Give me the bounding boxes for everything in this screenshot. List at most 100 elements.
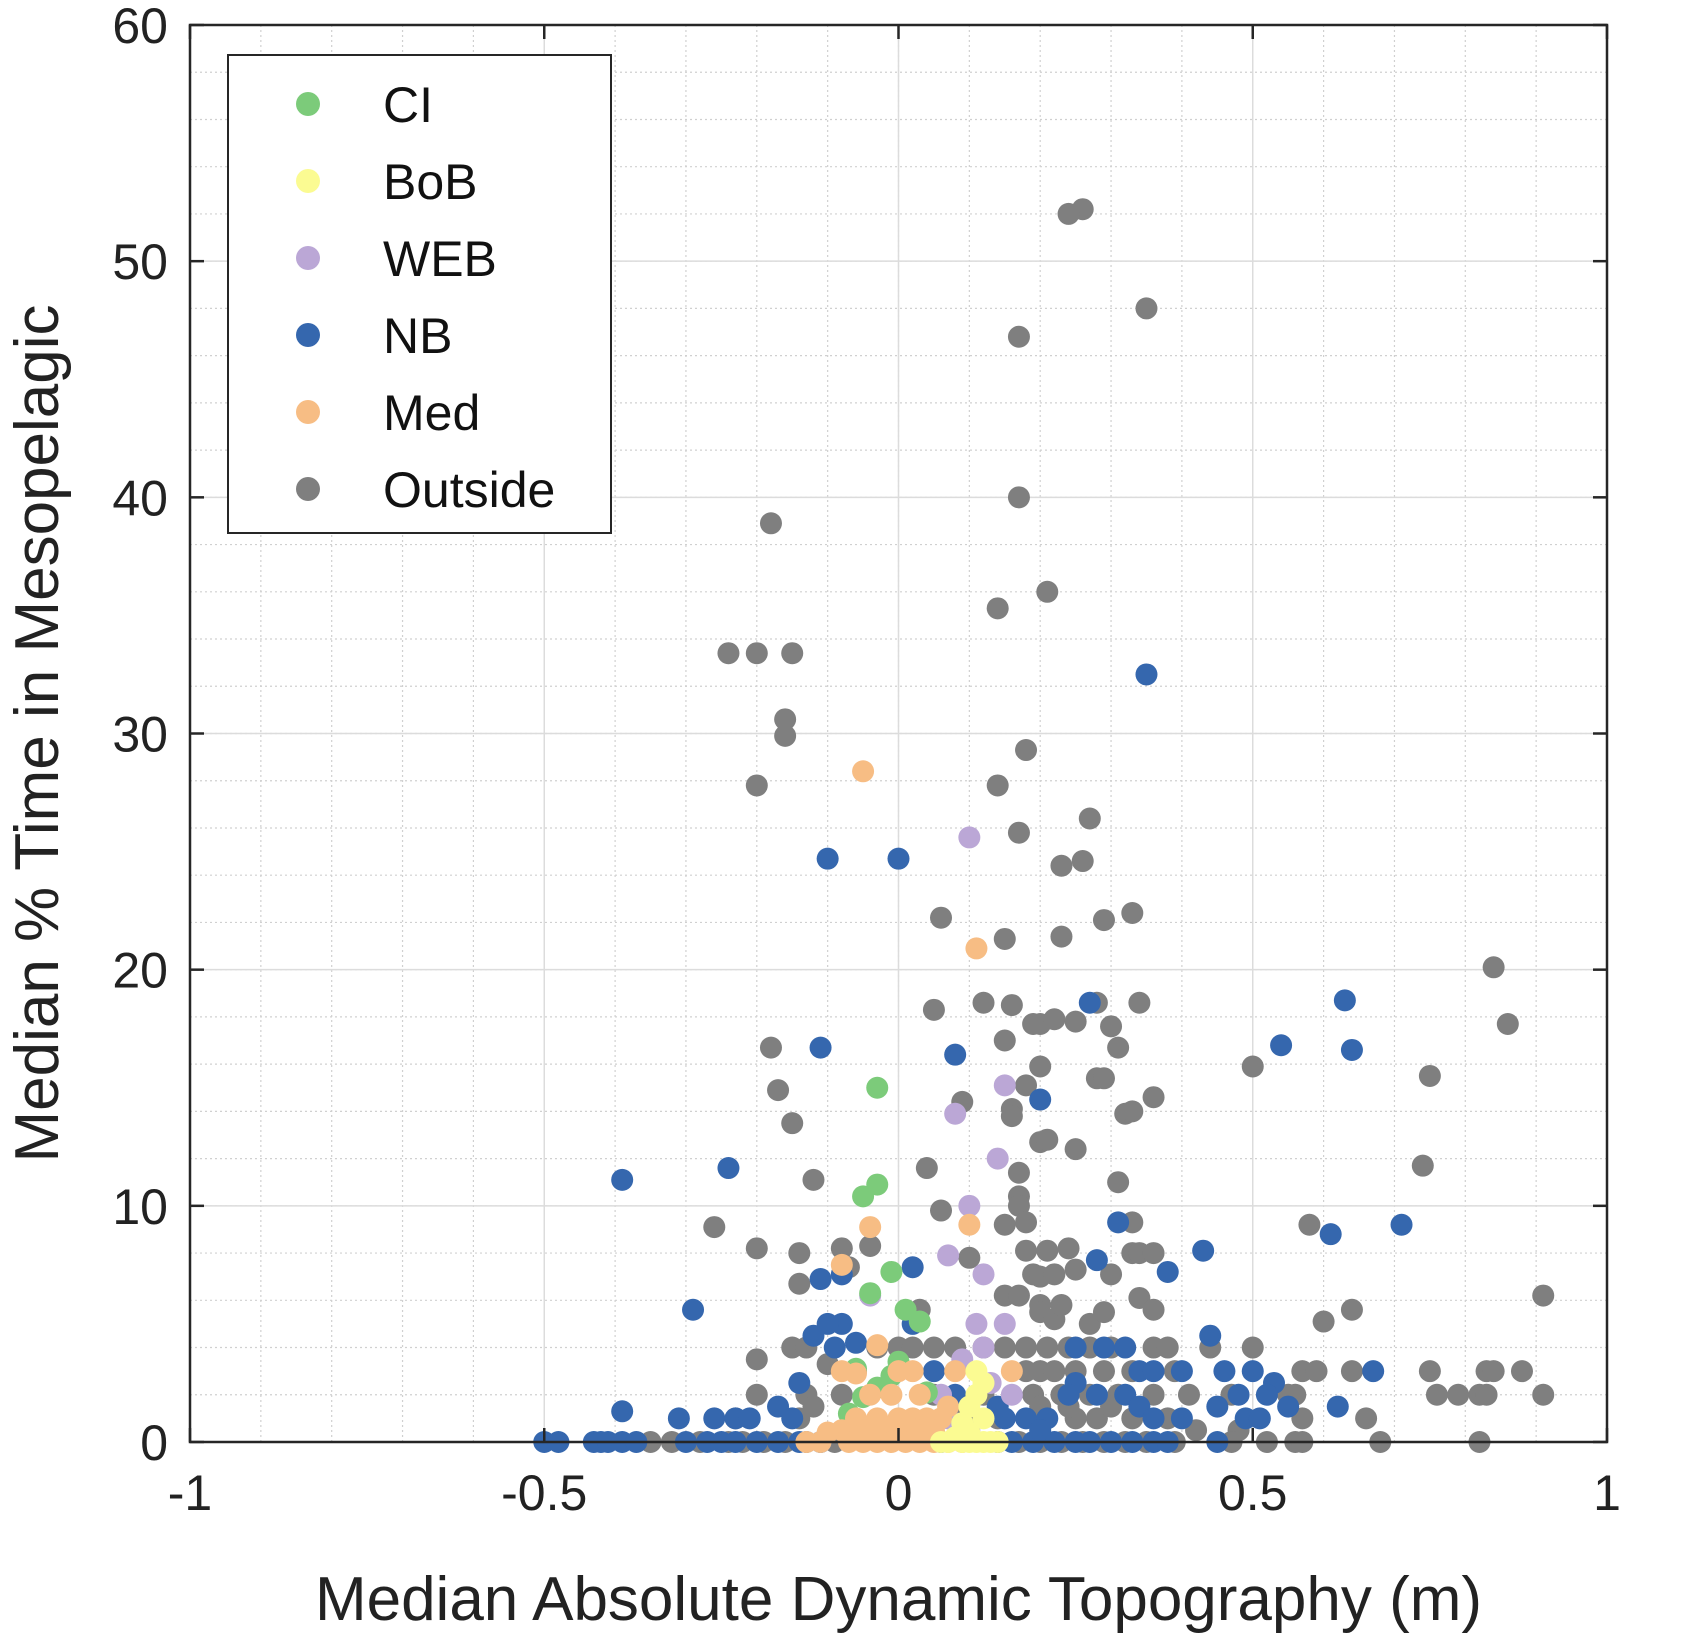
series-bob — [930, 1360, 1009, 1453]
data-point-outside — [1015, 739, 1038, 762]
data-point-outside — [1418, 1064, 1441, 1087]
data-point-outside — [717, 642, 740, 665]
x-tick-label: -0.5 — [501, 1465, 587, 1521]
data-point-outside — [1036, 580, 1059, 603]
data-point-outside — [745, 1237, 768, 1260]
data-point-outside — [1241, 1336, 1264, 1359]
data-point-ci — [908, 1310, 931, 1333]
data-point-outside — [1043, 1360, 1066, 1383]
data-point-outside — [1305, 1360, 1328, 1383]
data-point-outside — [993, 1336, 1016, 1359]
data-point-outside — [1312, 1310, 1335, 1333]
y-tick-label: 30 — [112, 707, 168, 763]
data-point-ci — [866, 1076, 889, 1099]
data-point-nb — [1057, 1383, 1080, 1406]
data-point-med — [852, 760, 875, 783]
data-point-nb — [887, 847, 910, 870]
data-point-outside — [759, 1036, 782, 1059]
data-point-outside — [830, 1383, 853, 1406]
data-point-outside — [1007, 486, 1030, 509]
data-point-med — [859, 1216, 882, 1239]
data-point-nb — [1248, 1407, 1271, 1430]
data-point-outside — [1092, 1301, 1115, 1324]
data-point-outside — [802, 1168, 825, 1191]
x-tick-label: 1 — [1593, 1465, 1621, 1521]
data-point-outside — [930, 1199, 953, 1222]
data-point-outside — [1510, 1360, 1533, 1383]
data-point-outside — [781, 1112, 804, 1135]
data-point-nb — [1192, 1239, 1215, 1262]
data-point-outside — [1015, 1074, 1038, 1097]
data-point-outside — [1007, 821, 1030, 844]
data-point-outside — [1015, 1211, 1038, 1234]
data-point-outside — [1036, 1239, 1059, 1262]
data-point-outside — [1135, 297, 1158, 320]
legend-marker — [296, 169, 320, 193]
data-point-outside — [703, 1216, 726, 1239]
data-point-web — [958, 826, 981, 849]
data-point-nb — [1326, 1395, 1349, 1418]
data-point-outside — [1064, 1010, 1087, 1033]
data-point-nb — [1142, 1360, 1165, 1383]
data-point-med — [816, 1421, 839, 1444]
data-point-outside — [1340, 1360, 1363, 1383]
data-point-outside — [1064, 1138, 1087, 1161]
data-point-outside — [788, 1242, 811, 1265]
data-point-outside — [745, 1348, 768, 1371]
data-point-web — [965, 1312, 988, 1335]
data-point-outside — [1355, 1407, 1378, 1430]
y-tick-labels: 0 10 20 30 40 50 60 — [112, 0, 168, 1471]
data-point-outside — [802, 1395, 825, 1418]
data-point-outside — [774, 708, 797, 731]
data-point-outside — [1121, 1100, 1144, 1123]
legend-marker — [296, 477, 320, 501]
data-point-outside — [1015, 1336, 1038, 1359]
data-point-outside — [1411, 1154, 1434, 1177]
data-point-nb — [809, 1036, 832, 1059]
data-point-outside — [1532, 1383, 1555, 1406]
data-point-outside — [1447, 1383, 1470, 1406]
data-point-ci — [859, 1282, 882, 1305]
data-point-med — [830, 1253, 853, 1276]
data-point-nb — [1170, 1407, 1193, 1430]
data-point-outside — [1043, 1263, 1066, 1286]
data-point-nb — [1362, 1360, 1385, 1383]
y-tick-label: 20 — [112, 943, 168, 999]
data-point-nb — [1085, 1383, 1108, 1406]
data-point-nb — [738, 1407, 761, 1430]
data-point-nb — [1340, 1038, 1363, 1061]
data-point-ci — [852, 1185, 875, 1208]
data-point-med — [901, 1360, 924, 1383]
data-point-outside — [993, 927, 1016, 950]
data-point-med — [859, 1383, 882, 1406]
data-point-nb — [1029, 1419, 1052, 1442]
data-point-outside — [1532, 1284, 1555, 1307]
data-point-nb — [611, 1400, 634, 1423]
data-point-nb — [1213, 1360, 1236, 1383]
y-tick-label: 40 — [112, 470, 168, 526]
data-point-web — [972, 1336, 995, 1359]
data-point-nb — [717, 1157, 740, 1180]
data-point-outside — [1340, 1298, 1363, 1321]
data-point-outside — [830, 1237, 853, 1260]
data-point-outside — [915, 1157, 938, 1180]
data-point-nb — [1319, 1223, 1342, 1246]
legend-marker — [296, 92, 320, 116]
data-point-outside — [922, 1336, 945, 1359]
data-point-outside — [972, 991, 995, 1014]
x-axis-label: Median Absolute Dynamic Topography (m) — [315, 1565, 1482, 1634]
data-point-nb — [1390, 1213, 1413, 1236]
data-point-outside — [1071, 850, 1094, 873]
data-point-med — [830, 1360, 853, 1383]
legend-label: Med — [383, 385, 480, 441]
data-point-bob — [972, 1407, 995, 1430]
data-point-web — [937, 1244, 960, 1267]
data-points — [533, 198, 1555, 1453]
data-point-nb — [1029, 1088, 1052, 1111]
data-point-nb — [809, 1268, 832, 1291]
data-point-web — [944, 1102, 967, 1125]
data-point-outside — [1107, 1171, 1130, 1194]
data-point-outside — [958, 1246, 981, 1269]
data-point-nb — [1270, 1034, 1293, 1057]
